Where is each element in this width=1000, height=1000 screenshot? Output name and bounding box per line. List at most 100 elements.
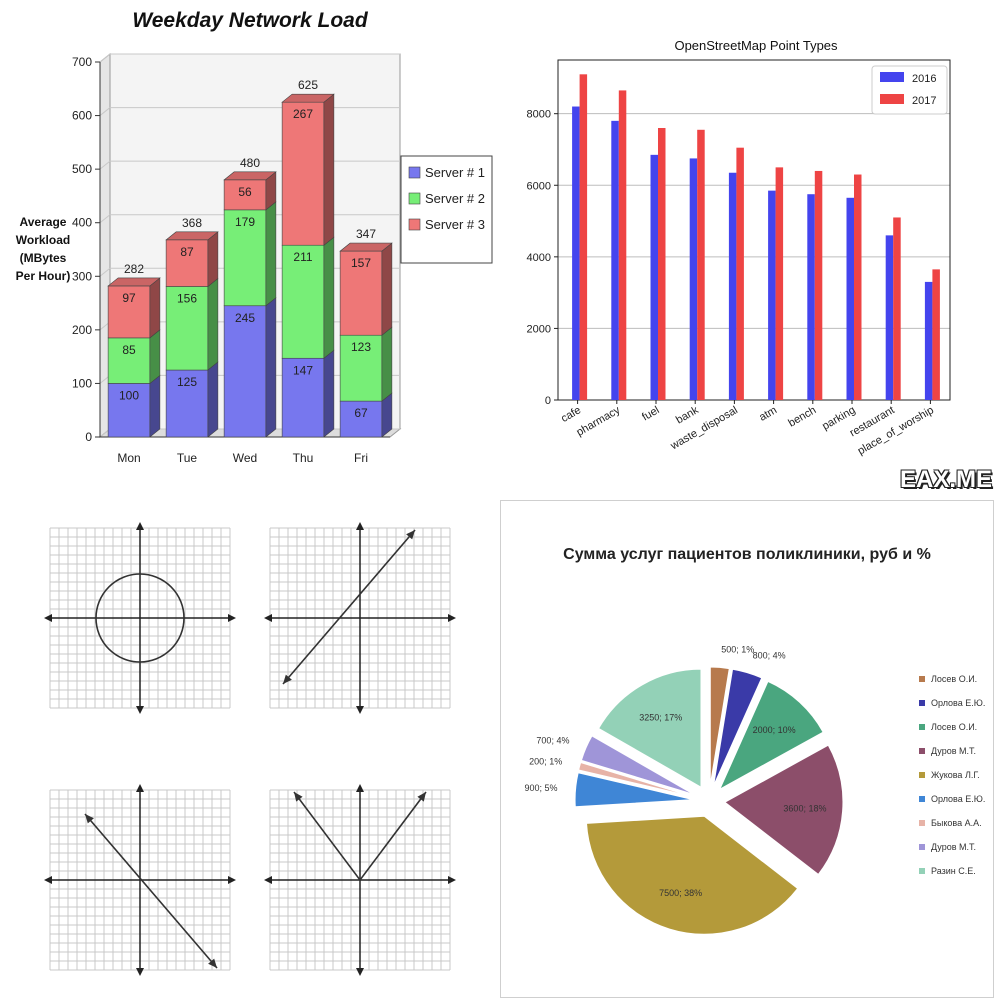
graph-line (293, 791, 361, 881)
legend-swatch (919, 868, 925, 874)
clinic-services-pie-chart: Сумма услуг пациентов поликлиники, руб и… (500, 480, 1000, 1000)
y-tick-label: 400 (72, 216, 92, 230)
graph-line (282, 529, 416, 685)
axis-arrow (356, 706, 364, 714)
bar-value-label: 179 (235, 215, 255, 229)
legend-swatch (408, 166, 421, 179)
legend-label: Орлова Е.Ю. (931, 698, 985, 708)
bar-segment-side (265, 201, 277, 307)
bar-segment-side (149, 329, 161, 385)
legend-label: Жукова Л.Г. (931, 770, 980, 780)
bar-total-label: 282 (124, 262, 144, 276)
axis-arrow (448, 614, 456, 622)
bar-value-label: 56 (238, 185, 252, 199)
graph-arrow (283, 674, 292, 684)
axis-arrow (136, 522, 144, 530)
pie-slice (724, 744, 844, 876)
legend-label: Быкова А.А. (931, 818, 982, 828)
bar-value-label: 100 (119, 388, 139, 402)
bar-segment (223, 179, 267, 211)
pie-slice (713, 668, 763, 786)
axis-arrow (136, 706, 144, 714)
axis-arrow (448, 876, 456, 884)
y-tick-label: 200 (72, 323, 92, 337)
axis-arrow (136, 784, 144, 792)
chart-title: OpenStreetMap Point Types (674, 38, 838, 53)
legend-swatch (408, 218, 421, 231)
bar-segment-side (381, 326, 393, 402)
axis-arrow (228, 614, 236, 622)
legend-label: Орлова Е.Ю. (931, 794, 985, 804)
bar-value-label: 125 (177, 375, 197, 389)
pie-slice-label: 2000; 10% (753, 725, 796, 735)
chart-title: Сумма услуг пациентов поликлиники, руб и… (563, 546, 931, 563)
gridline-side (99, 107, 111, 116)
pie-slice-label: 500; 1% (721, 644, 754, 654)
bar (650, 154, 658, 400)
bar-segment-side (207, 361, 219, 438)
bar (572, 106, 580, 401)
graph-line (359, 791, 427, 881)
bar-segment-side (381, 242, 393, 336)
pie-slice (585, 815, 799, 935)
legend-swatch (919, 820, 925, 826)
pie-slice-label: 800; 4% (753, 650, 786, 660)
graphs-svg (44, 522, 456, 976)
x-tick-label: Fri (354, 451, 368, 465)
x-tick-label: pharmacy (574, 404, 622, 439)
bar-segment-side (265, 297, 277, 438)
bar-value-label: 147 (293, 363, 313, 377)
legend-label: Server # 1 (425, 165, 485, 180)
legend-swatch (919, 844, 925, 850)
pie-slice-label: 3600; 18% (783, 803, 826, 813)
bar-value-label: 123 (351, 340, 371, 354)
y-tick-label: 300 (72, 269, 92, 283)
pie-slice (597, 668, 702, 789)
graph-arrow (417, 792, 426, 802)
bar-value-label: 87 (180, 245, 194, 259)
y-tick-label: 0 (85, 430, 92, 444)
bar-top (165, 231, 219, 241)
bar-value-label: 211 (293, 250, 312, 264)
x-tick-label: bench (786, 404, 818, 429)
bar (932, 269, 940, 400)
bar-segment (223, 305, 267, 438)
bar-segment (281, 244, 325, 359)
bar-segment (107, 337, 151, 384)
pie-slice-label: 900; 5% (525, 783, 558, 793)
legend-label: Дуров М.Т. (931, 746, 976, 756)
bar-value-label: 85 (122, 343, 136, 357)
graph-arrow (294, 792, 303, 802)
bar (775, 167, 784, 400)
legend-label: Лосев О.И. (931, 674, 977, 684)
bar (611, 120, 619, 400)
axis-arrow (264, 614, 272, 622)
legend-swatch (880, 94, 904, 104)
bar (768, 190, 776, 400)
axis-arrow (44, 614, 52, 622)
bar-segment (165, 369, 209, 438)
osm-chart-svg: OpenStreetMap Point Types 0 2000 4000 6000 80… (527, 38, 951, 457)
bar (814, 170, 823, 400)
legend-swatch (919, 772, 925, 778)
bar-segment (223, 209, 267, 307)
bar-segment-side (323, 236, 335, 359)
axis-arrow (228, 876, 236, 884)
bar (618, 90, 627, 400)
bar (736, 147, 744, 400)
plot-frame (557, 59, 951, 401)
bar (728, 172, 737, 400)
bar-total-label: 347 (356, 227, 376, 241)
bar-value-label: 267 (293, 107, 313, 121)
y-tick-label: 2000 (527, 323, 551, 335)
graph-arrow (406, 530, 415, 540)
bar-segment (281, 357, 325, 438)
bar (697, 129, 705, 400)
bar (924, 281, 933, 400)
gridline-side (99, 214, 111, 224)
legend-swatch (408, 192, 421, 205)
graph-circle (95, 573, 185, 663)
legend-swatch (919, 748, 925, 754)
bar-total-label: 480 (240, 156, 260, 170)
x-tick-label: Wed (233, 451, 257, 465)
